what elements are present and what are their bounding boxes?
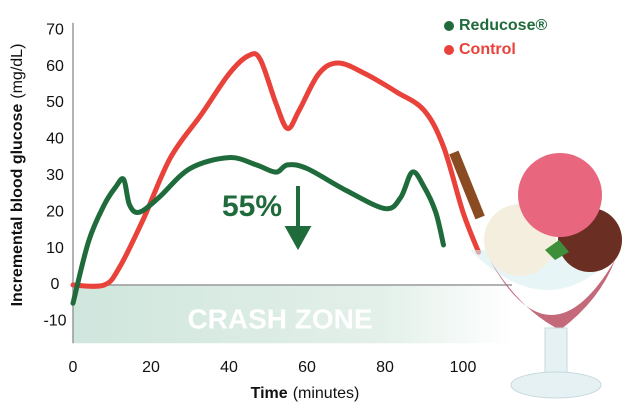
x-axis-title: Time (minutes) — [251, 385, 360, 402]
x-tick-label: 20 — [142, 359, 160, 376]
x-tick-label: 0 — [69, 359, 78, 376]
legend-label: Reducose® — [459, 17, 547, 34]
y-tick-label: 50 — [46, 94, 64, 111]
y-tick-label: 10 — [46, 240, 64, 257]
annotation-arrow — [288, 186, 308, 246]
x-axis-title-unit: (minutes) — [293, 385, 360, 402]
x-axis-title-main: Time — [251, 385, 288, 402]
series-line — [73, 158, 444, 304]
legend-marker — [444, 45, 454, 55]
y-axis-title-unit: (mg/dL) — [9, 44, 26, 99]
x-tick-label: 60 — [298, 359, 316, 376]
legend-label: Control — [459, 41, 516, 58]
y-tick-label: 20 — [46, 203, 64, 220]
annotation: 55% — [222, 190, 282, 223]
y-axis-title-main: Incremental blood glucose — [9, 104, 26, 307]
y-axis-title: Incremental blood glucose (mg/dL) — [9, 44, 26, 307]
y-tick-label: 40 — [46, 131, 64, 148]
x-tick-label: 100 — [450, 359, 477, 376]
y-tick-label: 30 — [46, 167, 64, 184]
legend-marker — [444, 21, 454, 31]
crash-zone-label: CRASH ZONE — [187, 303, 372, 334]
chart: CRASH ZONE -10 0 10 20 30 40 50 60 70 0 20 40 60 80 10… — [0, 0, 633, 410]
y-tick-label: 70 — [46, 21, 64, 38]
x-tick-label: 80 — [376, 359, 394, 376]
x-tick-label: 40 — [220, 359, 238, 376]
y-tick-label: 60 — [46, 58, 64, 75]
y-tick-label: 0 — [51, 276, 60, 293]
y-tick-label: -10 — [43, 313, 66, 330]
